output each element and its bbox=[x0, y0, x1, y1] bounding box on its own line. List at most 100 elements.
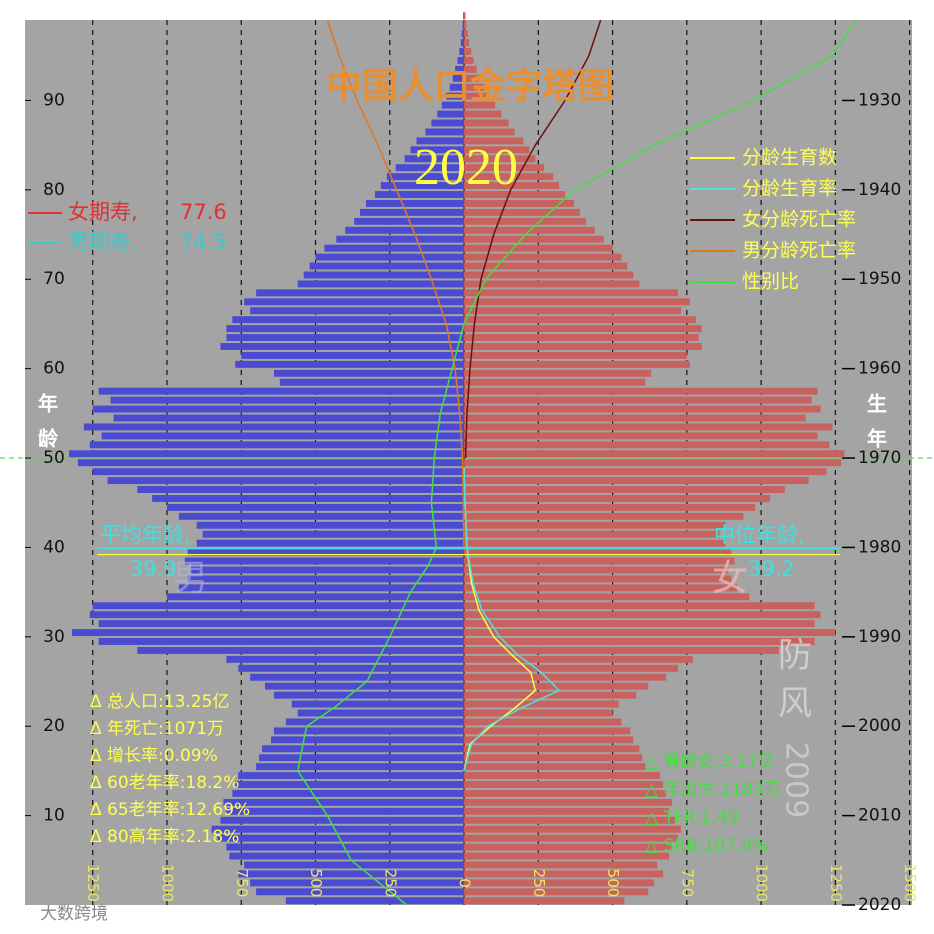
bar bbox=[336, 235, 465, 243]
bar bbox=[235, 781, 465, 788]
bar bbox=[464, 325, 702, 333]
bar bbox=[244, 298, 465, 306]
stat-text: △ TFR:1.49 bbox=[645, 808, 739, 828]
stat-text: △ 年出生:1183万 bbox=[645, 780, 780, 800]
bar bbox=[464, 548, 732, 556]
bar bbox=[455, 65, 465, 73]
legend-label: 分龄生育数 bbox=[742, 147, 837, 169]
bar bbox=[166, 593, 465, 601]
bar bbox=[196, 539, 465, 547]
y2-tick-label: 1970 bbox=[858, 448, 901, 468]
y2-tick-label: 2020 bbox=[858, 895, 901, 915]
bar bbox=[366, 199, 465, 207]
y2-tick-label: 1960 bbox=[858, 359, 901, 379]
bar bbox=[262, 745, 465, 753]
bar bbox=[464, 879, 655, 887]
bar bbox=[244, 861, 465, 869]
median-age-label: 中位年龄, bbox=[714, 523, 805, 547]
curve bbox=[464, 19, 602, 459]
bar bbox=[464, 48, 472, 55]
bar bbox=[232, 789, 465, 797]
bar bbox=[464, 521, 726, 529]
bar bbox=[395, 164, 465, 172]
stat-text: Δ 60老年率:18.2% bbox=[90, 773, 239, 793]
bar bbox=[98, 620, 465, 628]
bar bbox=[220, 343, 465, 350]
bar bbox=[437, 110, 465, 118]
year-label: 2020 bbox=[414, 139, 518, 196]
legend-label: 男分龄死亡率 bbox=[742, 240, 856, 262]
x-tick-label: 0 bbox=[456, 878, 474, 888]
y-tick-label: 70 bbox=[43, 269, 65, 289]
bar bbox=[229, 852, 465, 860]
bars bbox=[68, 12, 845, 905]
bar bbox=[259, 754, 465, 762]
bar bbox=[464, 253, 622, 261]
bar bbox=[464, 405, 821, 413]
source: 大数跨境 bbox=[40, 904, 108, 924]
curve bbox=[326, 19, 465, 548]
bar bbox=[211, 825, 465, 833]
bar bbox=[202, 530, 465, 538]
bar bbox=[291, 700, 465, 708]
bar bbox=[464, 155, 536, 163]
bar bbox=[98, 638, 465, 645]
bar bbox=[464, 709, 613, 717]
bar bbox=[380, 182, 465, 190]
bar bbox=[232, 316, 465, 324]
bar bbox=[464, 646, 779, 654]
mean-age-label: 平均年龄, bbox=[100, 523, 191, 547]
bar bbox=[464, 423, 833, 431]
bar bbox=[464, 700, 619, 708]
bar bbox=[101, 432, 465, 440]
bar bbox=[273, 369, 465, 377]
bar bbox=[297, 709, 465, 717]
bar bbox=[425, 128, 465, 136]
bar bbox=[464, 807, 670, 815]
bar bbox=[464, 611, 821, 619]
bar bbox=[166, 503, 465, 511]
bar bbox=[463, 12, 465, 20]
bar bbox=[464, 65, 477, 73]
x-tick-label: 1000 bbox=[158, 864, 176, 902]
bar bbox=[462, 21, 465, 29]
bar bbox=[152, 494, 465, 502]
bar bbox=[464, 173, 554, 181]
bar bbox=[464, 208, 580, 216]
mean-age-value: 39.9 bbox=[130, 557, 177, 581]
bar bbox=[256, 289, 465, 297]
stat-text: Δ 年死亡:1071万 bbox=[90, 719, 224, 739]
y2-tick-label: 1940 bbox=[858, 180, 901, 200]
lines bbox=[97, 19, 857, 906]
bar bbox=[464, 387, 818, 395]
bar bbox=[238, 870, 465, 878]
bar bbox=[464, 539, 726, 547]
bar bbox=[285, 897, 465, 905]
bar bbox=[464, 432, 818, 440]
bar bbox=[464, 351, 687, 359]
x-tick-label: 250 bbox=[530, 869, 548, 898]
bar bbox=[464, 825, 681, 833]
y2-axis-title: 生 bbox=[867, 392, 887, 416]
stat-text: Δ 增长率:0.09% bbox=[90, 746, 218, 766]
bar bbox=[217, 834, 465, 842]
bar bbox=[92, 405, 465, 413]
bar bbox=[464, 128, 515, 136]
y-axis-title: 龄 bbox=[38, 427, 59, 451]
bar bbox=[464, 494, 771, 502]
bar bbox=[459, 48, 465, 55]
y2-tick-label: 1990 bbox=[858, 627, 901, 647]
watermark-year: 2009 bbox=[779, 742, 814, 818]
bar bbox=[68, 450, 465, 458]
bar bbox=[464, 101, 496, 109]
bar bbox=[464, 30, 468, 38]
stat-text: Δ 65老年率:12.69% bbox=[90, 800, 250, 820]
bar bbox=[464, 450, 845, 458]
bar bbox=[464, 736, 634, 744]
bar bbox=[464, 146, 530, 154]
x-tick-label: 750 bbox=[678, 869, 696, 898]
bar bbox=[464, 360, 690, 368]
bar bbox=[250, 879, 465, 887]
bar bbox=[441, 101, 465, 109]
bar bbox=[404, 155, 465, 163]
